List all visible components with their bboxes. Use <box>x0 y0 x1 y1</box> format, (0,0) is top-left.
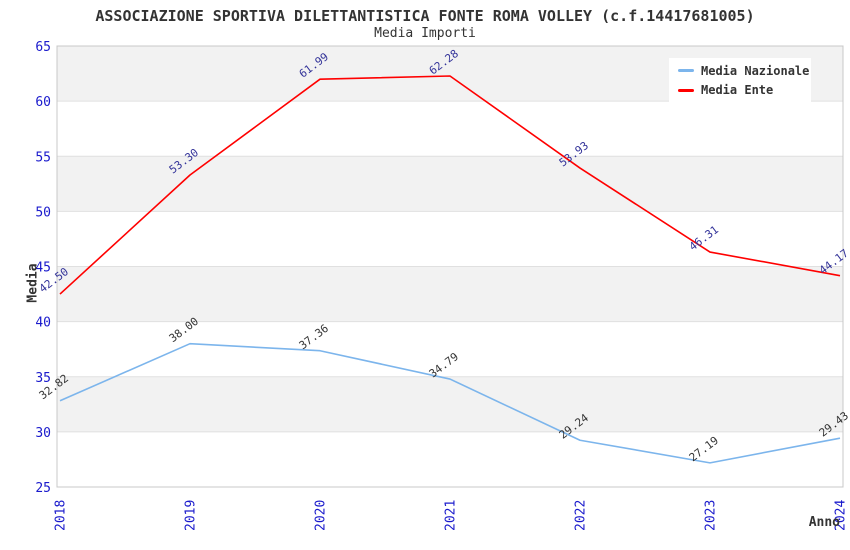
x-tick-label: 2020 <box>314 500 329 531</box>
legend-swatch-media-ente-icon <box>678 88 694 92</box>
y-tick-label: 25 <box>35 481 51 496</box>
y-tick-label: 65 <box>35 40 51 55</box>
chart-title: ASSOCIAZIONE SPORTIVA DILETTANTISTICA FO… <box>95 7 755 25</box>
legend-label-media-nazionale: Media Nazionale <box>701 63 810 78</box>
y-tick-label: 35 <box>35 371 51 386</box>
x-tick-label: 2019 <box>184 500 199 531</box>
x-tick-label: 2023 <box>704 500 719 531</box>
x-tick-label: 2022 <box>574 500 589 531</box>
legend-label-media-ente: Media Ente <box>701 83 774 98</box>
plot-band <box>57 376 843 432</box>
y-tick-label: 50 <box>35 205 51 220</box>
data-label: 34.79 <box>427 350 461 380</box>
legend-item-media-ente[interactable]: Media Ente <box>678 83 807 97</box>
series-line-media-nazionale <box>59 342 841 464</box>
x-tick-label: 2024 <box>834 500 849 531</box>
data-label: 27.19 <box>687 434 721 464</box>
series-line-media-ente <box>59 75 841 295</box>
plot-band <box>57 156 843 212</box>
y-tick-label: 55 <box>35 150 51 165</box>
y-tick-label: 60 <box>35 95 51 110</box>
x-tick-label: 2021 <box>444 500 459 531</box>
y-tick-label: 40 <box>35 316 51 331</box>
legend: Media Nazionale Media Ente <box>669 58 811 103</box>
chart-subtitle: Media Importi <box>374 26 476 41</box>
y-tick-label: 30 <box>35 426 51 441</box>
plot-band <box>57 266 843 322</box>
plot-border <box>56 45 844 488</box>
data-label: 37.36 <box>297 322 331 352</box>
x-axis-title: Anno <box>808 515 840 530</box>
legend-swatch-media-nazionale-icon <box>678 69 694 73</box>
y-tick-label: 45 <box>35 261 51 276</box>
y-axis-title: Media <box>25 263 41 303</box>
legend-item-media-nazionale[interactable]: Media Nazionale <box>678 63 810 78</box>
x-tick-label: 2018 <box>54 500 69 531</box>
